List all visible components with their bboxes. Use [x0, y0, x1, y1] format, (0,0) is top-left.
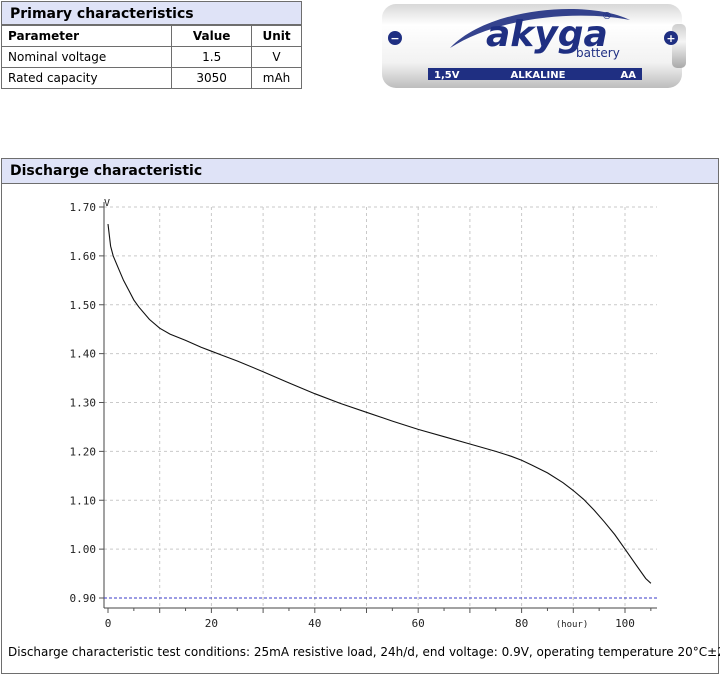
test-conditions-note: Discharge characteristic test conditions… — [8, 645, 720, 659]
plus-sign: + — [666, 32, 675, 45]
discharge-chart: 1.70 1.60 1.50 1.40 1.30 1.20 1.10 1.00 0.90 0 20 4… — [70, 198, 657, 630]
brand-sub: battery — [576, 46, 620, 60]
x-tick-label: 100 — [615, 617, 635, 630]
x-tick-label: 60 — [412, 617, 425, 630]
y-tick-label: 0.90 — [70, 592, 97, 605]
y-tick-label: 1.40 — [70, 348, 97, 361]
primary-characteristics-title: Primary characteristics — [1, 1, 302, 25]
row-unit: mAh — [251, 67, 302, 89]
parameters-table: Parameter Value Unit Nominal voltage 1.5… — [0, 25, 302, 89]
y-tick-label: 1.70 — [70, 201, 97, 214]
brand-swoosh — [450, 8, 630, 48]
header-parameter: Parameter — [0, 25, 173, 47]
band-voltage: 1,5V — [434, 70, 460, 81]
band-type: ALKALINE — [511, 70, 566, 81]
table-row: Rated capacity 3050 mAh — [0, 67, 302, 89]
x-tick-label: 40 — [308, 617, 321, 630]
chart-ticks: 1.70 1.60 1.50 1.40 1.30 1.20 1.10 1.00 0.90 0 20 4… — [70, 198, 652, 630]
registered-mark: ® — [602, 11, 612, 22]
minus-sign: − — [390, 32, 399, 45]
brand-logo: akyga — [486, 14, 608, 55]
y-tick-label: 1.30 — [70, 397, 97, 410]
x-tick-label: 80 — [515, 617, 528, 630]
y-axis-label: V — [104, 198, 110, 209]
discharge-title: Discharge characteristic — [2, 159, 718, 184]
table-header-row: Parameter Value Unit — [0, 25, 302, 47]
chart-axes — [103, 202, 657, 609]
y-tick-label: 1.50 — [70, 299, 97, 312]
row-parameter: Nominal voltage — [0, 46, 173, 68]
chart-grid — [104, 206, 657, 608]
table-row: Nominal voltage 1.5 V — [0, 46, 302, 68]
plus-icon — [664, 31, 678, 45]
y-tick-label: 1.00 — [70, 543, 97, 556]
minus-icon — [388, 31, 402, 45]
discharge-curve — [107, 224, 652, 584]
x-axis-label: (hour) — [556, 620, 589, 630]
battery-image: akyga battery ® − + 1,5V ALKALINE AA — [382, 4, 686, 88]
row-parameter: Rated capacity — [0, 67, 173, 89]
y-tick-label: 1.10 — [70, 494, 97, 507]
discharge-section: Discharge characteristic — [1, 158, 719, 674]
y-tick-label: 1.20 — [70, 445, 97, 458]
primary-characteristics-section: Primary characteristics Parameter Value … — [0, 1, 302, 89]
y-tick-label: 1.60 — [70, 250, 97, 263]
battery-body — [382, 4, 682, 88]
x-tick-label: 20 — [205, 617, 218, 630]
battery-label-band — [428, 68, 642, 80]
chart-series — [104, 224, 657, 599]
band-size: AA — [621, 70, 637, 81]
x-tick-label: 0 — [105, 617, 112, 630]
